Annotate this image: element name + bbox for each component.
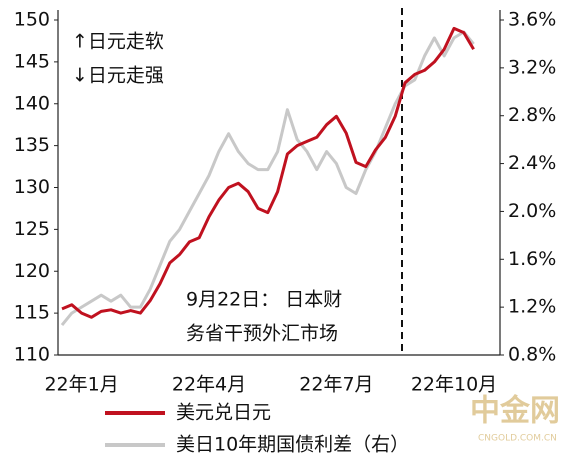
x-tick-label: 22年10月 bbox=[411, 374, 497, 396]
y-tick-label: 115 bbox=[14, 302, 50, 324]
x-tick-label: 22年4月 bbox=[172, 374, 246, 396]
y-tick-label: 120 bbox=[14, 260, 50, 282]
y-tick-label: 130 bbox=[14, 176, 50, 198]
annotation: ↑日元走软 bbox=[72, 31, 164, 53]
annotation: 务省干预外汇市场 bbox=[186, 323, 338, 345]
y-tick-label: 140 bbox=[14, 92, 50, 114]
y2-tick-label: 3.2% bbox=[508, 56, 556, 78]
watermark: 中金网 bbox=[470, 394, 560, 429]
x-tick-label: 22年1月 bbox=[44, 374, 118, 396]
x-tick-label: 22年7月 bbox=[299, 374, 373, 396]
y-tick-label: 110 bbox=[14, 344, 50, 366]
y2-tick-label: 2.8% bbox=[508, 104, 556, 126]
watermark: CNGOLD.COM.CN bbox=[478, 434, 557, 444]
y-tick-label: 150 bbox=[14, 9, 50, 31]
line-series bbox=[61, 26, 475, 319]
y2-tick-label: 2.0% bbox=[508, 200, 556, 222]
y2-tick-label: 1.2% bbox=[508, 296, 556, 318]
y2-tick-label: 3.6% bbox=[508, 9, 556, 31]
legend-label: 美日10年期国债利差（右） bbox=[176, 434, 409, 456]
legend-label: 美元兑日元 bbox=[176, 402, 271, 424]
y2-tick-label: 0.8% bbox=[508, 344, 556, 366]
y2-tick-label: 2.4% bbox=[508, 152, 556, 174]
annotation: ↓日元走强 bbox=[72, 65, 164, 87]
y-tick-label: 145 bbox=[14, 50, 50, 72]
y-tick-label: 135 bbox=[14, 134, 50, 156]
y2-tick-label: 1.6% bbox=[508, 248, 556, 270]
annotation: 9月22日： 日本财 bbox=[186, 289, 342, 311]
y-tick-label: 125 bbox=[14, 218, 50, 240]
